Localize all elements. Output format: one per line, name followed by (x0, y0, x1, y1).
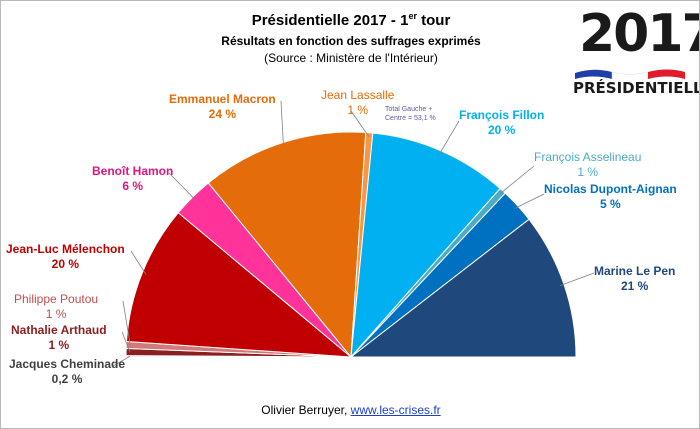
candidate-name: Jacques Cheminade (9, 357, 126, 371)
candidate-value: 1 % (577, 165, 599, 179)
label-benoit-hamon: Benoît Hamon 6 % (92, 164, 173, 194)
candidate-value: 24 % (208, 107, 237, 121)
label-francois-asselineau: François Asselineau 1 % (534, 150, 641, 180)
label-marine-le-pen: Marine Le Pen 21 % (594, 264, 675, 294)
leader-line (559, 272, 595, 286)
label-jean-lassalle: Jean Lassalle 1 % (321, 88, 394, 118)
chart-title: Présidentielle 2017 - 1er tour (251, 11, 451, 29)
leader-line (112, 355, 131, 367)
candidate-name: Emmanuel Macron (169, 92, 276, 106)
candidate-value: 0,2 % (51, 372, 83, 386)
slice-francois-fillon (350, 132, 501, 359)
chart-subtitle: Résultats en fonction des suffrages expr… (221, 34, 481, 48)
leader-line (280, 100, 284, 147)
label-nathalie-arthaud: Nathalie Arthaud 1 % (11, 323, 107, 353)
label-nicolas-dupont-aignan: Nicolas Dupont-Aignan 5 % (544, 182, 677, 212)
label-jean-luc-melenchon: Jean-Luc Mélenchon 20 % (6, 242, 125, 272)
candidate-value: 6 % (122, 179, 144, 193)
candidate-name: Jean Lassalle (321, 88, 395, 102)
candidate-name: Marine Le Pen (594, 264, 676, 278)
candidate-value: 5 % (599, 197, 621, 211)
candidate-name: Nathalie Arthaud (11, 323, 107, 337)
candidate-name: Benoît Hamon (92, 164, 174, 178)
credit-line: Olivier Berruyer, www.les-crises.fr (1, 403, 699, 417)
candidate-name: Philippe Poutou (14, 292, 99, 306)
leader-line (122, 300, 131, 346)
label-francois-fillon: François Fillon 20 % (459, 108, 544, 138)
presidentielle-2017-logo: 2017 PRÉSIDENTIELLE (569, 4, 699, 104)
leader-line (130, 250, 147, 275)
french-flag-icon (575, 69, 685, 79)
candidate-value: 20 % (487, 123, 516, 137)
candidate-name: Nicolas Dupont-Aignan (544, 182, 677, 196)
leader-line (499, 165, 535, 195)
leader-line (514, 193, 545, 209)
leader-line (350, 110, 370, 137)
leader-line (168, 172, 196, 201)
slice-emmanuel-macron (207, 131, 367, 359)
candidate-value: 1 % (347, 103, 369, 117)
leader-line (121, 331, 131, 353)
label-jacques-cheminade: Jacques Cheminade 0,2 % (9, 357, 125, 387)
candidate-value: 21 % (621, 279, 649, 293)
label-philippe-poutou: Philippe Poutou 1 % (14, 292, 98, 322)
credit-link[interactable]: www.les-crises.fr (350, 403, 441, 417)
label-emmanuel-macron: Emmanuel Macron 24 % (169, 92, 276, 122)
candidate-value: 1 % (45, 307, 67, 321)
candidate-name: François Asselineau (534, 150, 642, 164)
leader-line (438, 120, 460, 155)
candidate-value: 20 % (51, 257, 80, 271)
candidate-value: 1 % (48, 338, 70, 352)
chart-source: (Source : Ministère de l'Intérieur) (264, 51, 438, 65)
slice-jean-luc-melenchon (125, 211, 353, 358)
candidate-name: François Fillon (459, 108, 545, 122)
candidate-name: Jean-Luc Mélenchon (6, 242, 125, 256)
logo-word: PRÉSIDENTIELLE (573, 79, 700, 97)
total-note: Total Gauche + Centre = 53,1 % (385, 106, 436, 122)
logo-year: 2017 (579, 4, 699, 64)
credit-author: Olivier Berruyer, (261, 403, 348, 417)
